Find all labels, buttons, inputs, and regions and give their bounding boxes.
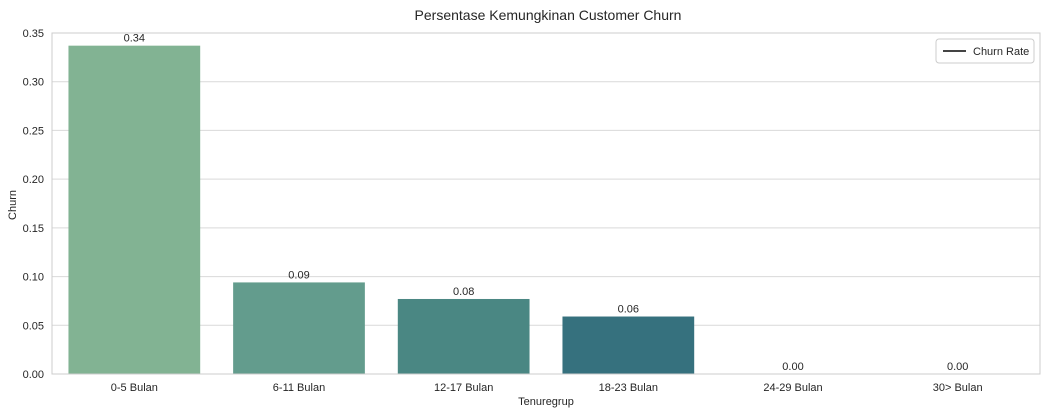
y-tick-label: 0.20: [23, 174, 44, 186]
x-tick-label: 0-5 Bulan: [111, 382, 158, 394]
x-tick-label: 18-23 Bulan: [599, 382, 658, 394]
y-tick-label: 0.35: [23, 28, 44, 40]
bar: [233, 282, 365, 374]
x-axis-label: Tenuregrup: [518, 396, 574, 408]
legend-label-churn-rate: Churn Rate: [973, 46, 1029, 58]
y-axis-label: Churn: [7, 190, 19, 220]
legend: Churn Rate: [935, 38, 1035, 64]
y-tick-label: 0.15: [23, 223, 44, 235]
y-tick-label: 0.00: [23, 369, 44, 381]
chart-title: Persentase Kemungkinan Customer Churn: [415, 7, 682, 23]
y-tick-label: 0.05: [23, 320, 44, 332]
bar-value-label: 0.06: [618, 304, 639, 316]
bar-labels: 0.34 0.09 0.08 0.06 0.00 0.00: [124, 33, 969, 373]
bar: [397, 298, 530, 374]
bar: [68, 45, 201, 375]
grid-lines: [52, 32, 1040, 375]
bar-value-label: 0.00: [782, 361, 803, 373]
y-tick-label: 0.25: [23, 125, 44, 137]
bar-value-label: 0.34: [124, 33, 145, 45]
legend-box: [935, 38, 1035, 64]
x-tick-label: 30> Bulan: [933, 382, 983, 394]
bar-value-label: 0.08: [453, 286, 474, 298]
plot-frame: [51, 32, 1041, 375]
x-tick-labels: 0-5 Bulan 6-11 Bulan 12-17 Bulan 18-23 Bula…: [111, 382, 983, 394]
y-tick-label: 0.10: [23, 272, 44, 284]
x-tick-label: 24-29 Bulan: [763, 382, 822, 394]
x-tick-label: 6-11 Bulan: [273, 382, 325, 394]
bar-value-label: 0.00: [947, 361, 968, 373]
x-tick-label: 12-17 Bulan: [434, 382, 493, 394]
bar: [562, 316, 695, 374]
bars: [68, 45, 695, 375]
y-tick-labels: 0.00 0.05 0.10 0.15 0.20 0.25 0.30 0.35: [23, 28, 44, 381]
y-tick-label: 0.30: [23, 77, 44, 89]
bar-value-label: 0.09: [288, 269, 309, 281]
